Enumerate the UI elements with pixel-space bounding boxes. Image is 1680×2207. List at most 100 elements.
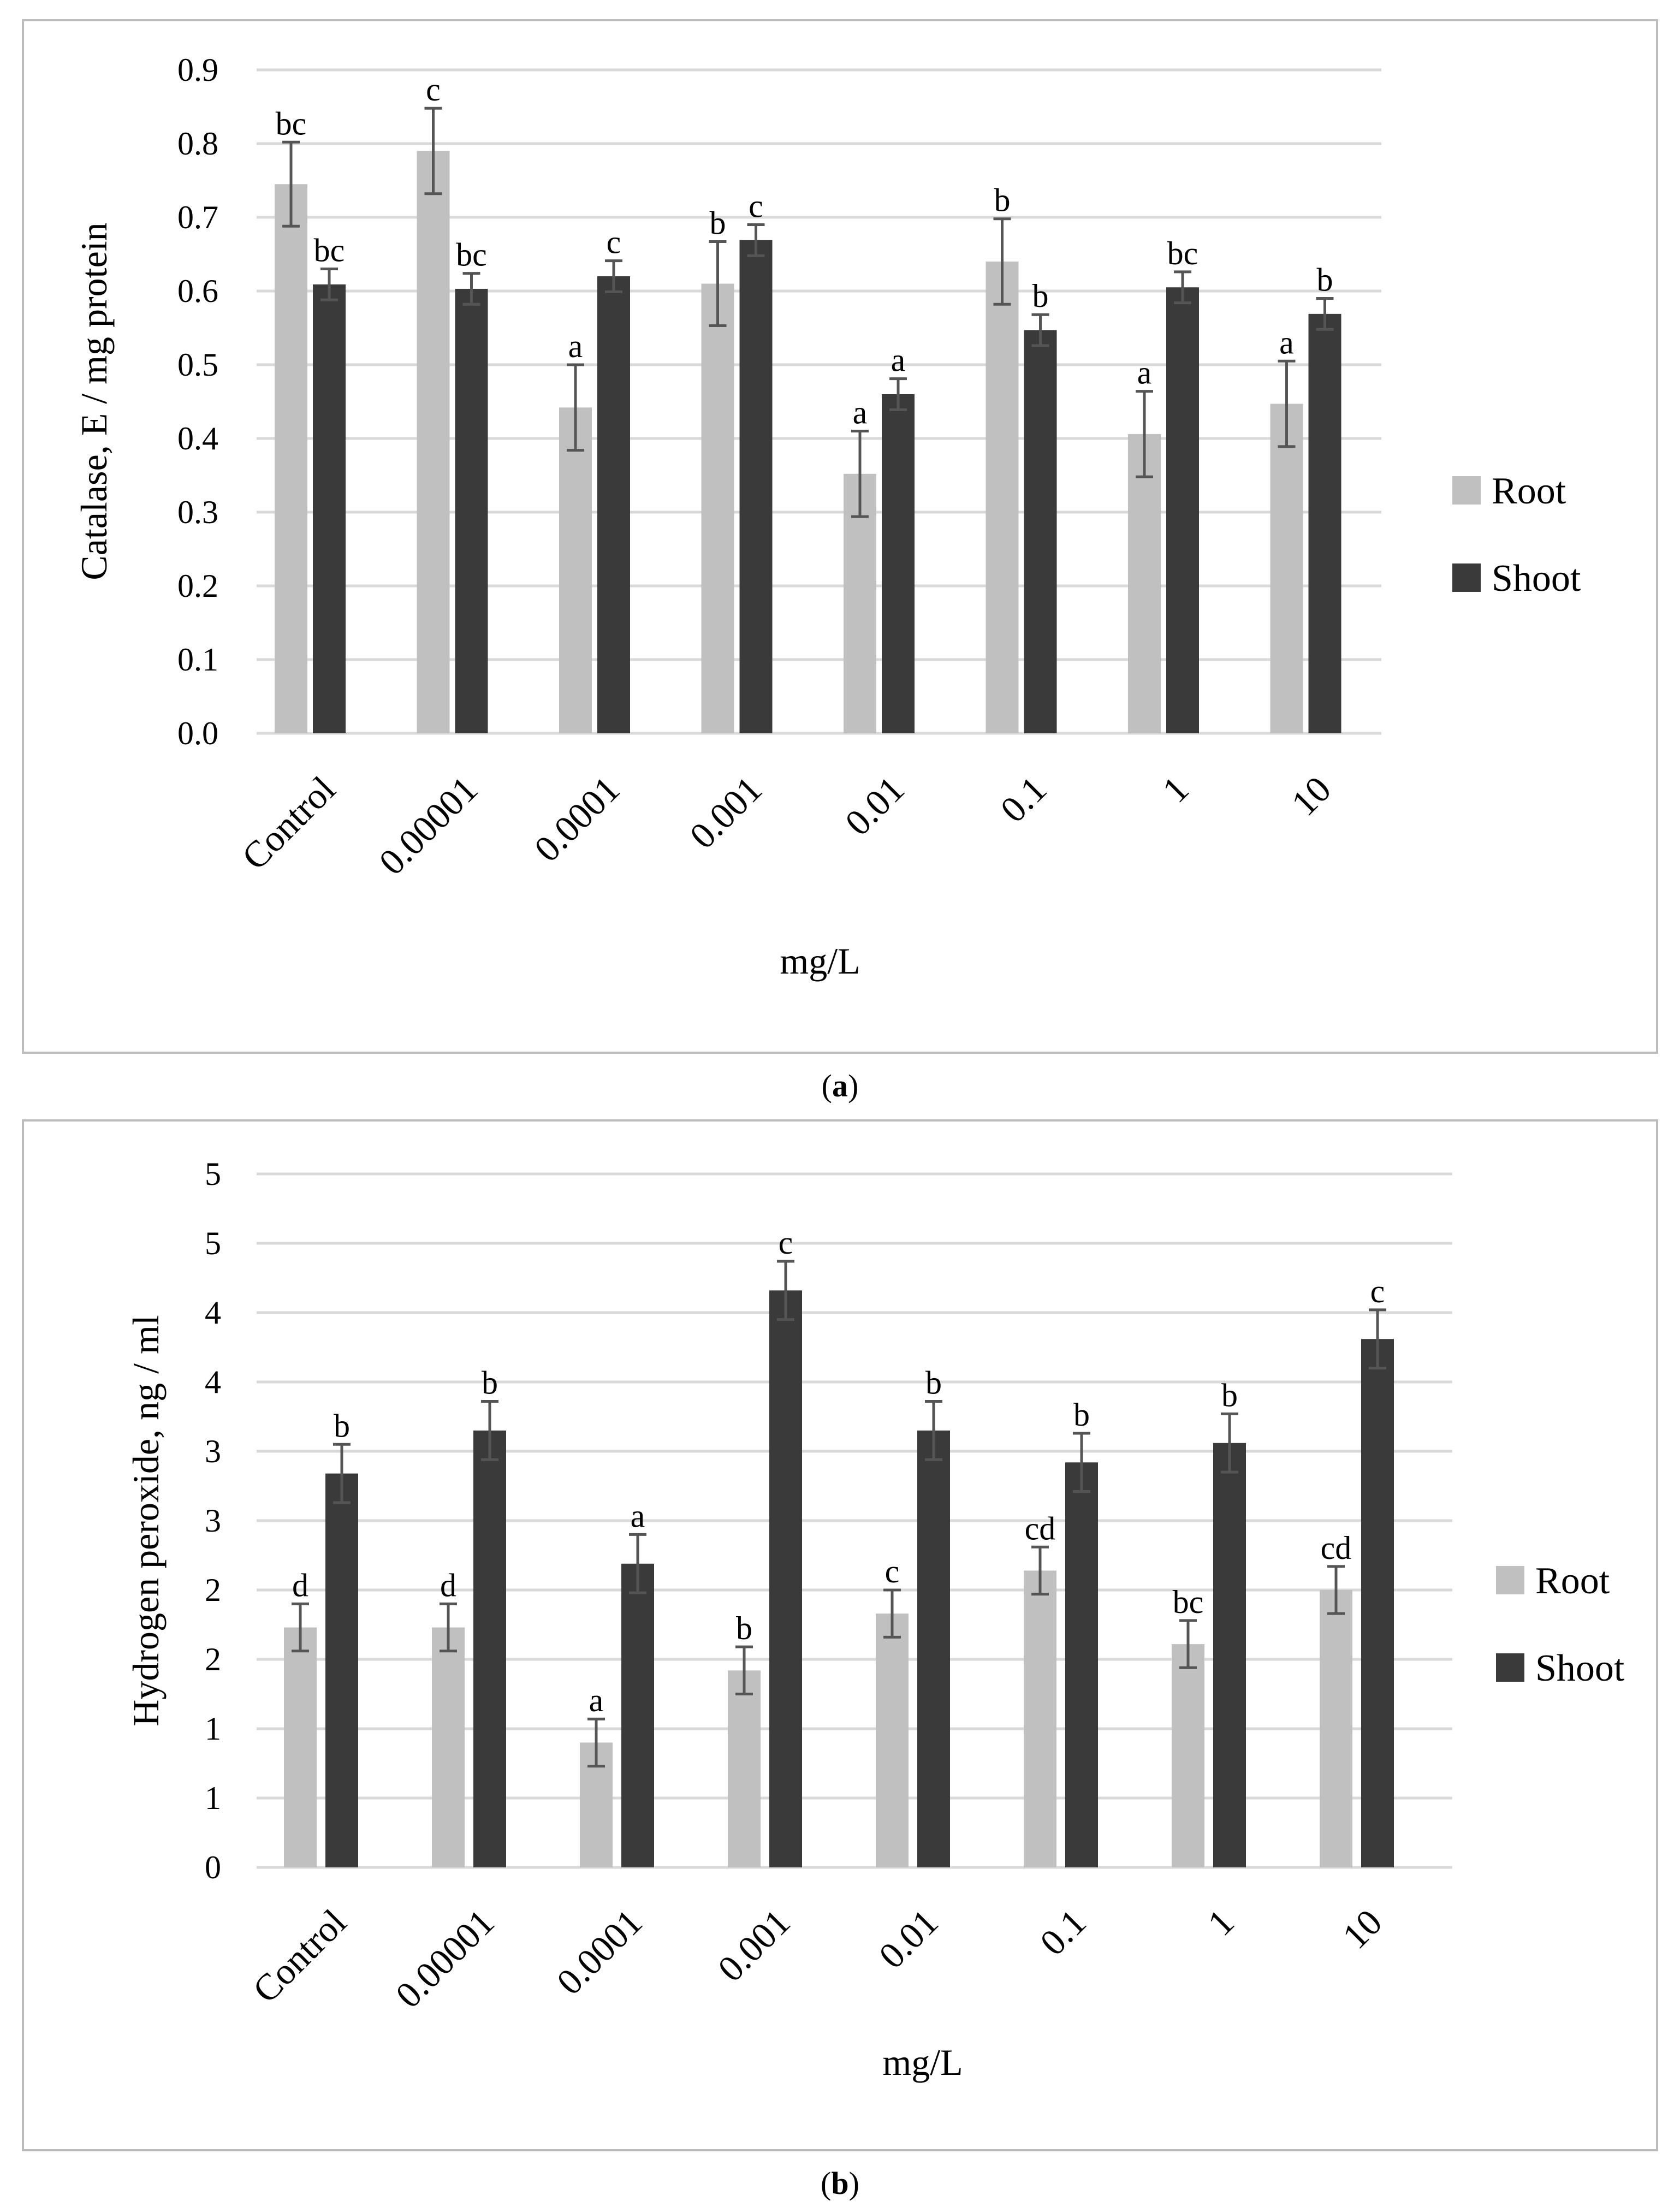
chart-b-bar-root [1024, 1570, 1056, 1867]
chart-a-ytick-label: 0.3 [177, 494, 218, 530]
chart-b-ytick-label: 5 [205, 1156, 221, 1192]
chart-b-ylabel: Hydrogen peroxide, ng / ml [125, 1315, 167, 1727]
chart-b-bar-root [728, 1670, 761, 1867]
chart-b-bar-root [1172, 1644, 1204, 1867]
chart-a-category-label: 0.00001 [371, 768, 485, 883]
chart-b-significance-label: bc [1173, 1584, 1204, 1620]
chart-b-significance-label: c [779, 1225, 793, 1261]
chart-a-category-label: 0.0001 [526, 768, 628, 870]
chart-b-category-label: 10 [1334, 1901, 1390, 1957]
chart-a-ytick-label: 0.6 [177, 273, 218, 309]
chart-a-bar-shoot [455, 288, 488, 733]
chart-a-legend-swatch-shoot [1452, 563, 1481, 592]
chart-a-significance-label: b [710, 205, 726, 241]
chart-b-bar-shoot [917, 1430, 950, 1867]
chart-a-bar-root [1128, 434, 1161, 733]
chart-b-legend-swatch-root [1496, 1566, 1524, 1594]
chart-a-bar-root [275, 184, 307, 733]
chart-b-category-label: 0.01 [871, 1901, 946, 1977]
chart-b-ytick-label: 1 [205, 1780, 221, 1816]
chart-a-bar-root [986, 262, 1019, 733]
chart-a-ytick-label: 0.1 [177, 642, 218, 678]
chart-a-significance-label: b [994, 182, 1011, 218]
chart-a-significance-label: a [1279, 324, 1294, 360]
chart-a-bar-root [417, 151, 450, 733]
caption-b: (b) [821, 2166, 859, 2201]
chart-b-ytick-label: 3 [205, 1433, 221, 1469]
chart-a-ytick-label: 0.7 [177, 199, 218, 235]
chart-b-category-label: 0.1 [1032, 1901, 1094, 1963]
chart-a-ytick-label: 0.0 [177, 715, 218, 751]
chart-b-category-label: 0.00001 [388, 1901, 502, 2016]
chart-b-bar-shoot [621, 1563, 654, 1867]
chart-b-ytick-label: 5 [205, 1225, 221, 1261]
chart-b-ytick-label: 3 [205, 1503, 221, 1539]
chart-b-significance-label: b [482, 1365, 498, 1401]
chart-b-legend-label-shoot: Shoot [1535, 1647, 1625, 1689]
chart-b-ytick-label: 0 [205, 1849, 221, 1885]
chart-a-ytick-label: 0.5 [177, 347, 218, 383]
chart-a-ytick-label: 0.2 [177, 568, 218, 604]
chart-b-ytick-label: 2 [205, 1572, 221, 1608]
chart-b-significance-label: c [885, 1553, 900, 1589]
chart-a-significance-label: c [607, 224, 621, 260]
chart-b-significance-label: b [1073, 1397, 1090, 1433]
chart-b-ytick-label: 4 [205, 1295, 221, 1331]
chart-b-bar-shoot [325, 1473, 358, 1867]
chart-b-bar-shoot [769, 1290, 802, 1867]
chart-a-ytick-label: 0.4 [177, 420, 218, 456]
chart-a-bar-shoot [1308, 313, 1341, 733]
chart-a-category-label: 10 [1283, 768, 1339, 824]
chart-b-category-label: Control [245, 1901, 354, 2011]
chart-b-bar-root [1320, 1590, 1352, 1867]
chart-a-bar-root [1270, 404, 1303, 733]
chart-a-significance-label: bc [276, 105, 307, 141]
chart-a-bar-shoot [1024, 330, 1057, 733]
chart-b-significance-label: b [1221, 1377, 1238, 1413]
chart-b-significance-label: b [736, 1610, 752, 1646]
chart-a-significance-label: a [891, 342, 906, 378]
chart-b-significance-label: a [589, 1682, 604, 1718]
chart-a-bar-root [559, 407, 592, 733]
chart-a-significance-label: c [749, 188, 763, 224]
chart-b-category-label: 1 [1200, 1901, 1242, 1944]
chart-a-category-label: 0.1 [992, 768, 1054, 830]
chart-b-bar-shoot [1065, 1462, 1098, 1867]
chart-b-significance-label: d [292, 1567, 308, 1603]
chart-b-significance-label: cd [1321, 1530, 1352, 1566]
chart-a-significance-label: a [1137, 355, 1152, 391]
chart-a-significance-label: bc [314, 233, 345, 269]
caption-a: (a) [821, 1068, 859, 1104]
chart-b-bar-root [876, 1613, 909, 1867]
chart-a-legend-label-shoot: Shoot [1492, 557, 1581, 600]
chart-a-category-label: Control [234, 768, 343, 878]
chart-b-ytick-label: 4 [205, 1364, 221, 1400]
chart-a-ytick-label: 0.9 [177, 52, 218, 88]
chart-b-ytick-label: 1 [205, 1711, 221, 1747]
chart-a-bar-shoot [739, 240, 773, 734]
chart-b-bar-shoot [1213, 1443, 1246, 1867]
chart-b-bar-shoot [473, 1430, 506, 1867]
chart-a-bar-shoot [313, 284, 346, 733]
chart-b-significance-label: d [440, 1567, 456, 1603]
chart-a-significance-label: b [1032, 278, 1049, 314]
chart-b-significance-label: b [925, 1365, 942, 1401]
chart-a-significance-label: bc [1167, 235, 1198, 271]
chart-a-category-label: 1 [1154, 768, 1197, 811]
chart-b-legend-swatch-shoot [1496, 1653, 1524, 1682]
chart-a-bar-shoot [882, 394, 915, 733]
chart-b-significance-label: c [1370, 1273, 1385, 1309]
chart-a-significance-label: bc [456, 237, 487, 273]
chart-a-ylabel: Catalase, E / mg protein [73, 222, 115, 580]
chart-b-bar-shoot [1361, 1339, 1394, 1867]
chart-b-significance-label: a [631, 1498, 645, 1534]
chart-a-bar-shoot [597, 276, 630, 733]
chart-b-bar-root [284, 1627, 317, 1867]
chart-a-bar-shoot [1166, 287, 1199, 733]
chart-a-legend-label-root: Root [1492, 470, 1566, 512]
caption-b-letter: b [831, 2166, 849, 2201]
caption-a-letter: a [832, 1068, 848, 1104]
chart-b-ytick-label: 2 [205, 1641, 221, 1677]
chart-b-legend-label-root: Root [1535, 1560, 1610, 1602]
